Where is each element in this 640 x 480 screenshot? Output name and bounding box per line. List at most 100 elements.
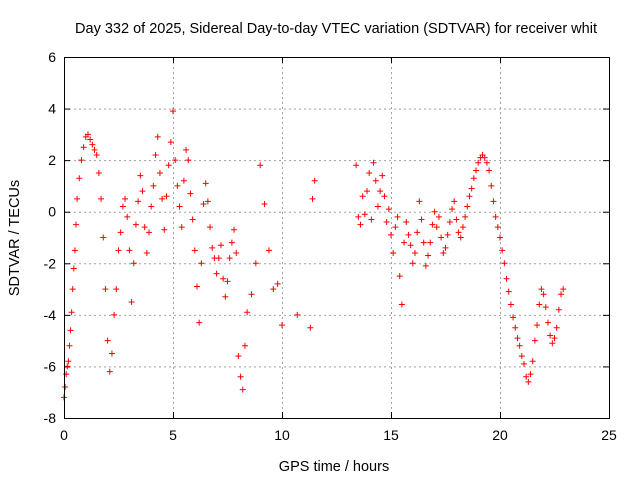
data-point (132, 221, 139, 228)
data-point (141, 224, 148, 231)
data-point (76, 175, 83, 182)
data-point (497, 234, 503, 241)
data-point (420, 239, 427, 246)
data-point (379, 172, 386, 179)
data-point (87, 136, 94, 143)
data-point (224, 278, 231, 285)
data-point (84, 131, 91, 138)
data-point (307, 324, 314, 331)
data-point (449, 206, 456, 213)
y-tick-label-neg8: -8 (44, 410, 57, 426)
data-point (357, 221, 364, 228)
data-point (93, 151, 100, 158)
data-point (213, 270, 220, 277)
y-tick-label-neg2: -2 (44, 255, 57, 271)
data-point (435, 213, 442, 220)
data-point (185, 157, 192, 164)
data-point (139, 188, 146, 195)
data-point (446, 219, 453, 226)
data-point (492, 213, 499, 220)
data-point (488, 182, 495, 189)
data-point (135, 198, 142, 205)
data-point (355, 213, 362, 220)
data-point (398, 301, 405, 308)
data-point (453, 216, 460, 223)
data-point (174, 182, 181, 189)
data-point (244, 309, 251, 316)
data-point (74, 195, 81, 202)
data-point (261, 200, 268, 207)
data-point (549, 340, 556, 347)
data-point (309, 195, 316, 202)
data-point (152, 151, 159, 158)
data-point (128, 298, 135, 305)
axis-ticks (64, 57, 610, 419)
data-point (180, 177, 187, 184)
data-point (154, 133, 161, 140)
data-point (551, 335, 558, 342)
data-point (187, 190, 194, 197)
grid (64, 57, 609, 418)
data-point (159, 195, 166, 202)
data-point (170, 108, 176, 115)
data-point (143, 249, 150, 256)
data-point (388, 231, 394, 238)
data-point (178, 224, 185, 231)
data-point (392, 224, 399, 231)
data-point (111, 311, 118, 318)
data-point (366, 170, 373, 177)
data-point (523, 373, 530, 380)
data-point (207, 224, 214, 231)
data-point (518, 353, 525, 360)
data-point (226, 255, 233, 262)
data-point (396, 273, 403, 280)
data-point (544, 319, 551, 326)
data-point (414, 229, 421, 236)
data-point (368, 216, 375, 223)
data-point (146, 229, 153, 236)
data-point (444, 231, 451, 238)
data-point (374, 203, 381, 210)
data-point (68, 309, 75, 316)
data-point (65, 358, 72, 365)
data-point (239, 386, 246, 393)
x-tick-label-0: 0 (60, 427, 68, 443)
data-point (473, 167, 480, 174)
data-point (200, 200, 207, 207)
data-point (401, 239, 408, 246)
data-point (248, 291, 255, 298)
data-point (252, 260, 259, 267)
data-point (470, 175, 477, 182)
data-point (372, 177, 379, 184)
y-tick-label-0: 0 (48, 204, 56, 220)
data-point (189, 216, 196, 223)
data-point (440, 249, 447, 256)
data-point (536, 301, 543, 308)
data-point (100, 234, 107, 241)
data-point (233, 249, 240, 256)
x-tick-label-5: 5 (169, 427, 177, 443)
data-point (418, 216, 425, 223)
data-point (483, 159, 490, 166)
y-tick-label-neg4: -4 (44, 307, 57, 323)
data-point (113, 286, 120, 293)
data-point (148, 203, 155, 210)
data-point (167, 139, 174, 146)
data-point (67, 327, 74, 334)
data-point (425, 252, 432, 259)
data-point (66, 342, 73, 349)
data-point (235, 353, 242, 360)
data-point (403, 219, 410, 226)
data-point (422, 262, 429, 269)
data-point (202, 180, 209, 187)
y-tick-label-2: 2 (48, 152, 56, 168)
data-point (220, 275, 227, 282)
data-point (525, 378, 532, 385)
data-point (527, 371, 534, 378)
data-point (165, 162, 172, 169)
data-point (407, 242, 414, 249)
data-point (455, 229, 462, 236)
y-tick-label-6: 6 (48, 49, 56, 65)
data-point (176, 203, 183, 210)
data-point (70, 265, 77, 272)
